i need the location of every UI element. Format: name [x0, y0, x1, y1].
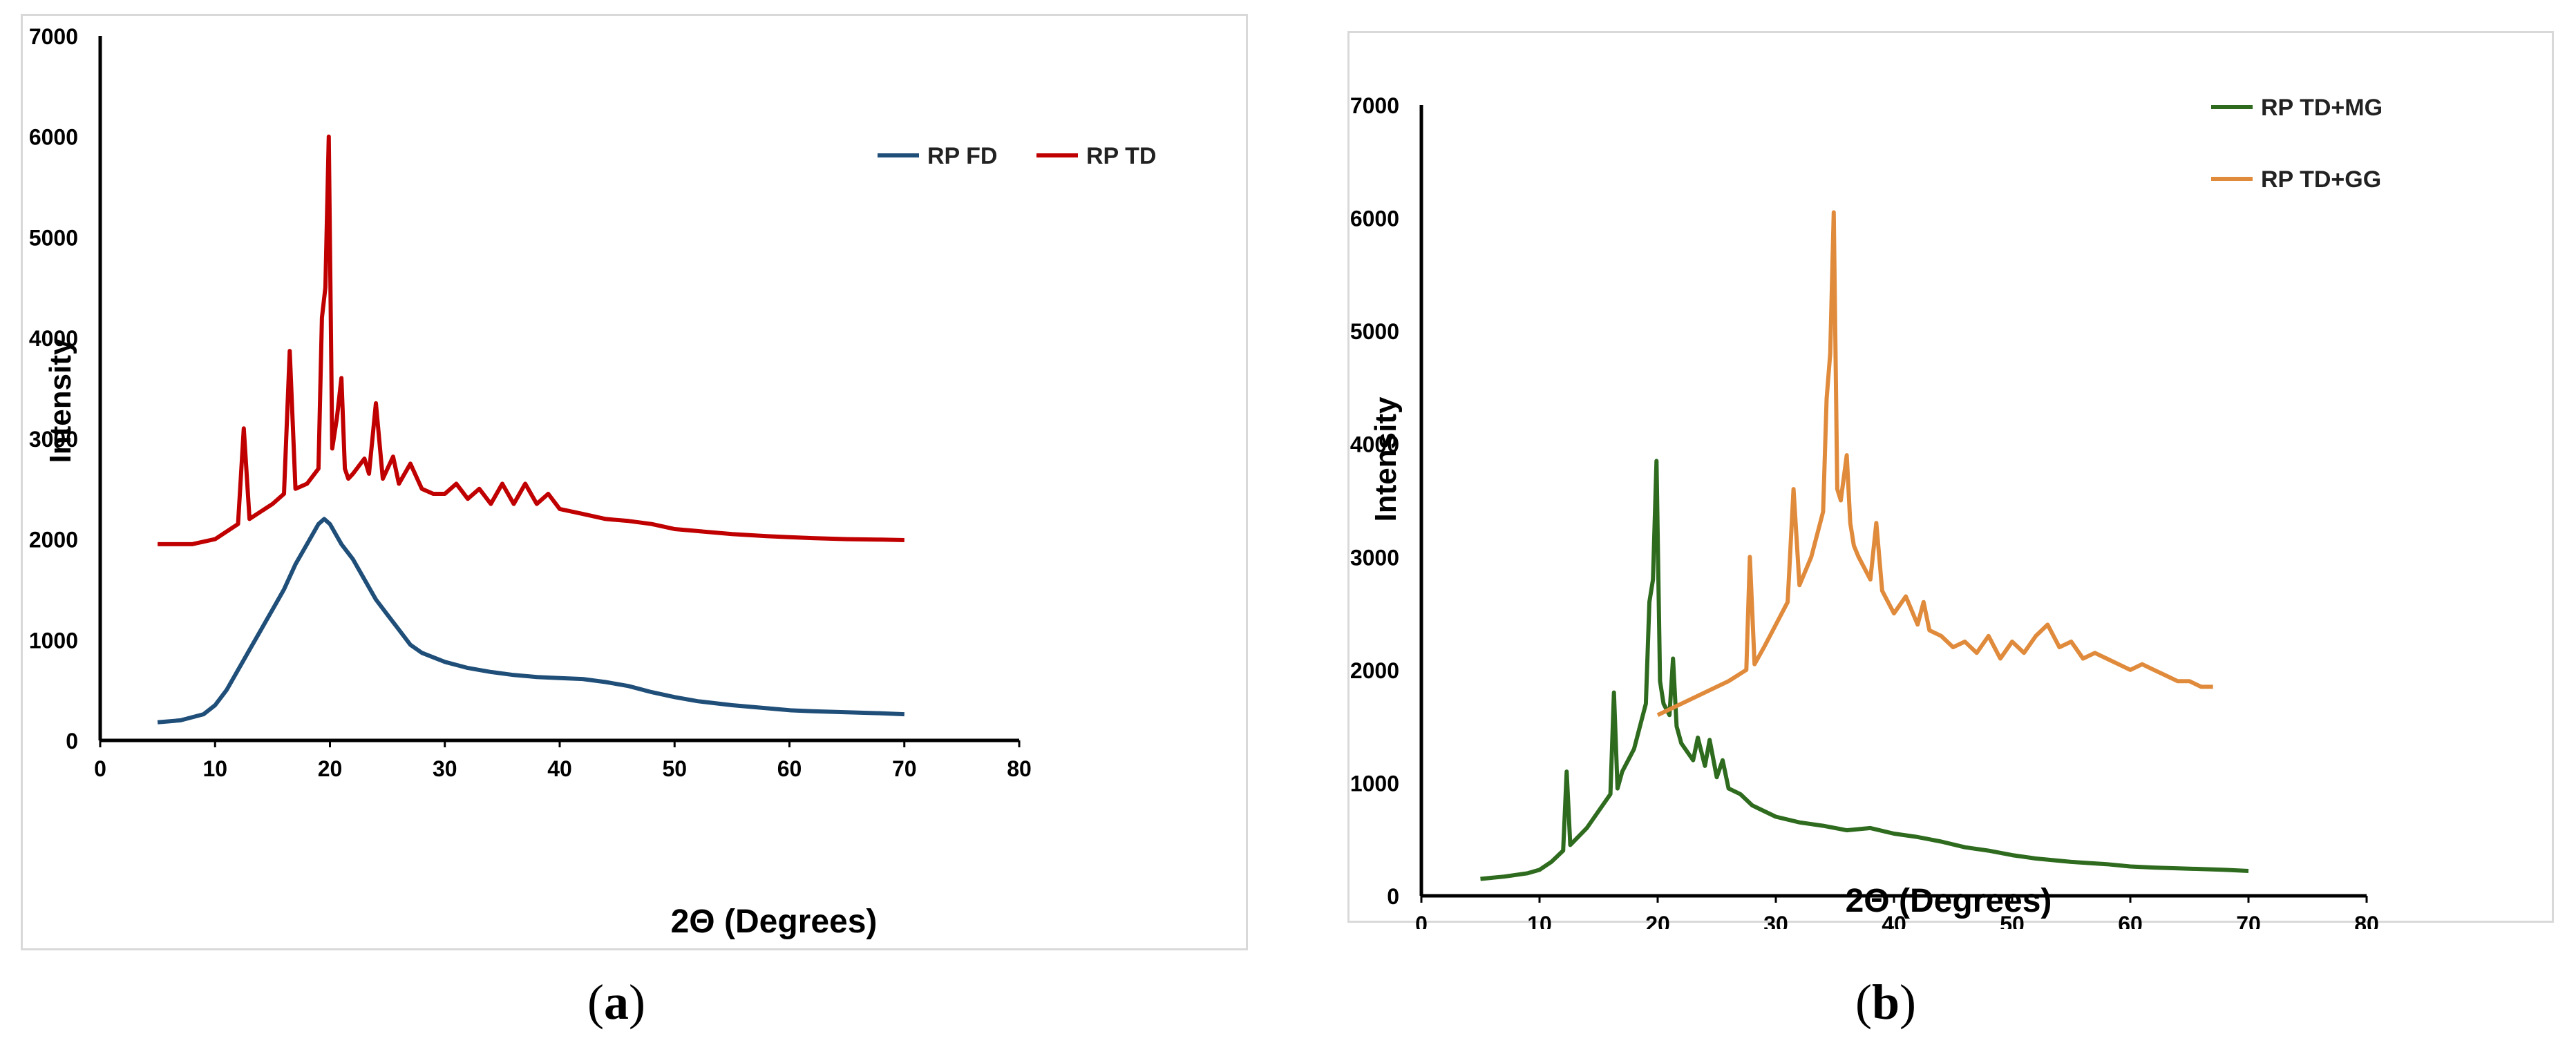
legend-label: RP TD — [1086, 143, 1156, 169]
y-tick-label: 3000 — [29, 427, 78, 452]
legend-label: RP TD+MG — [2261, 95, 2383, 121]
x-tick-label: 20 — [318, 756, 343, 781]
series-line-rp-td — [158, 134, 905, 546]
y-tick-label: 2000 — [1350, 658, 1399, 683]
x-tick-label: 30 — [433, 756, 457, 781]
axes-group-b: 0 1000 2000 3000 4000 5000 6000 7000 0 10 20 30 40 50… — [1350, 93, 2379, 929]
y-tick-label: 2000 — [29, 528, 78, 553]
x-tick-label: 50 — [662, 756, 687, 781]
y-tick-label: 4000 — [29, 326, 78, 351]
y-tick-label: 6000 — [29, 125, 78, 150]
y-tick-label: 1000 — [29, 628, 78, 653]
x-axis-label: 2Θ (Degrees) — [671, 903, 878, 940]
y-tick-label: 0 — [1387, 884, 1399, 909]
x-tick-label: 50 — [2000, 912, 2025, 929]
y-tick-label: 3000 — [1350, 545, 1399, 570]
x-tick-label: 80 — [1007, 756, 1032, 781]
panel-caption-a: (a) — [587, 975, 645, 1030]
legend: RP FD RP TD — [878, 143, 1156, 169]
x-tick-label: 40 — [1882, 912, 1906, 929]
y-tick-label: 6000 — [1350, 207, 1399, 231]
x-tick-label: 20 — [1645, 912, 1670, 929]
y-tick-label: 1000 — [1350, 771, 1399, 796]
series-group-a — [157, 134, 905, 725]
x-tick-label: 0 — [94, 756, 106, 781]
x-tick-label: 70 — [2236, 912, 2261, 929]
x-tick-label: 60 — [2118, 912, 2143, 929]
panel-caption-b: (b) — [1855, 975, 1917, 1030]
x-tick-label: 80 — [2354, 912, 2379, 929]
series-line-rp-td-gg — [1656, 210, 2213, 718]
x-tick-label: 30 — [1763, 912, 1788, 929]
legend-label: RP FD — [927, 143, 997, 169]
y-tick-label: 7000 — [1350, 93, 1399, 118]
chart-frame-b — [1347, 31, 2554, 923]
x-tick-label: 70 — [892, 756, 917, 781]
chart-frame-a — [21, 14, 1248, 950]
legend: RP TD+MG RP TD+GG — [2211, 95, 2383, 193]
series-line-rp-fd — [157, 517, 905, 725]
x-tick-label: 60 — [777, 756, 802, 781]
x-tick-label: 0 — [1415, 912, 1428, 929]
x-tick-label: 40 — [547, 756, 572, 781]
y-tick-label: 4000 — [1350, 432, 1399, 457]
x-axis-label: 2Θ (Degrees) — [1846, 883, 2052, 919]
axes-group-a: 0 1000 2000 3000 4000 5000 6000 7000 0 10 20 30 40 50… — [29, 24, 1032, 781]
series-line-rp-td-mg — [1480, 459, 2249, 881]
y-tick-label: 7000 — [29, 24, 78, 49]
y-tick-label: 0 — [66, 729, 78, 754]
chart-a-svg: 0 1000 2000 3000 4000 5000 6000 7000 0 10 20 30 40 50… — [29, 24, 1157, 940]
y-tick-label: 5000 — [1350, 319, 1399, 344]
series-group-b — [1480, 210, 2249, 881]
legend-label: RP TD+GG — [2261, 166, 2381, 193]
chart-b-svg: 0 1000 2000 3000 4000 5000 6000 7000 0 10 20 30 40 50… — [1350, 93, 2383, 929]
x-tick-label: 10 — [202, 756, 227, 781]
y-tick-label: 5000 — [29, 225, 78, 250]
y-axis-label: Intensity — [44, 338, 77, 463]
x-tick-label: 10 — [1527, 912, 1552, 929]
y-axis-label: Intensity — [1369, 396, 1403, 521]
